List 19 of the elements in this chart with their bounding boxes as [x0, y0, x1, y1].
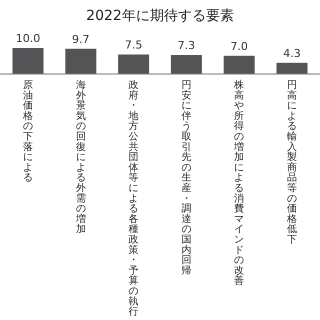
- chart-title: 2022年に期待する要素: [86, 8, 234, 24]
- bar: [65, 48, 96, 74]
- category-label: 海外景気の回復による外需の増加: [76, 80, 86, 236]
- data-label: 4.3: [283, 46, 301, 60]
- data-label: 7.0: [230, 40, 248, 53]
- category-label: 円安に伴う取引先の生産・調達の国内回帰: [181, 80, 192, 276]
- bar: [118, 54, 150, 74]
- data-label: 7.5: [124, 38, 142, 52]
- bar: [224, 56, 255, 74]
- data-label: 9.7: [72, 32, 90, 46]
- category-label: 円高による輸入製商品等の価格低下: [287, 80, 297, 246]
- bar: [12, 48, 44, 74]
- category-label: 政府・地方公共団体等による各種政策・予算の執行: [128, 80, 139, 318]
- data-label: 10.0: [16, 32, 40, 45]
- data-label: 7.3: [178, 39, 196, 52]
- bar: [276, 62, 308, 74]
- bar: [170, 55, 202, 74]
- category-label: 原油価格の下落による: [23, 80, 33, 184]
- category-label: 株高や所得の増加による消費マインドの改善: [234, 80, 244, 287]
